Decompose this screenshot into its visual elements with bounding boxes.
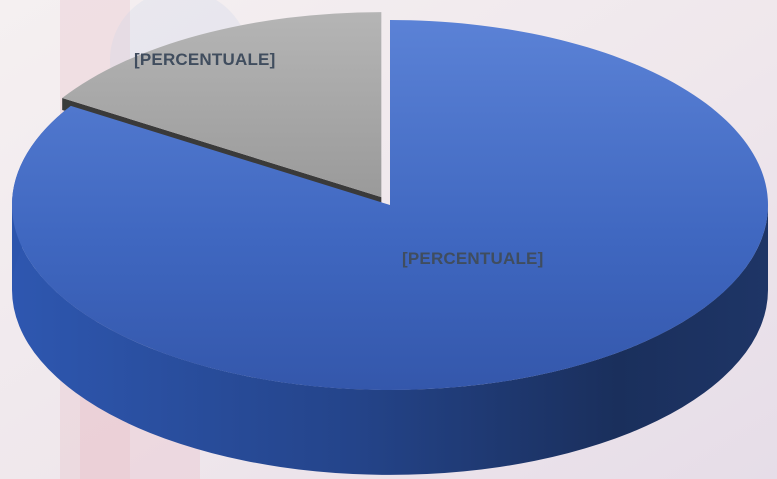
pie-slice-blue bbox=[11, 20, 768, 390]
slice-label-grey: [PERCENTUALE] bbox=[134, 50, 276, 69]
pie-slice-grey bbox=[62, 12, 382, 198]
slice-label-blue: [PERCENTUALE] bbox=[402, 249, 544, 268]
pie-slice-blue-side bbox=[12, 205, 768, 475]
